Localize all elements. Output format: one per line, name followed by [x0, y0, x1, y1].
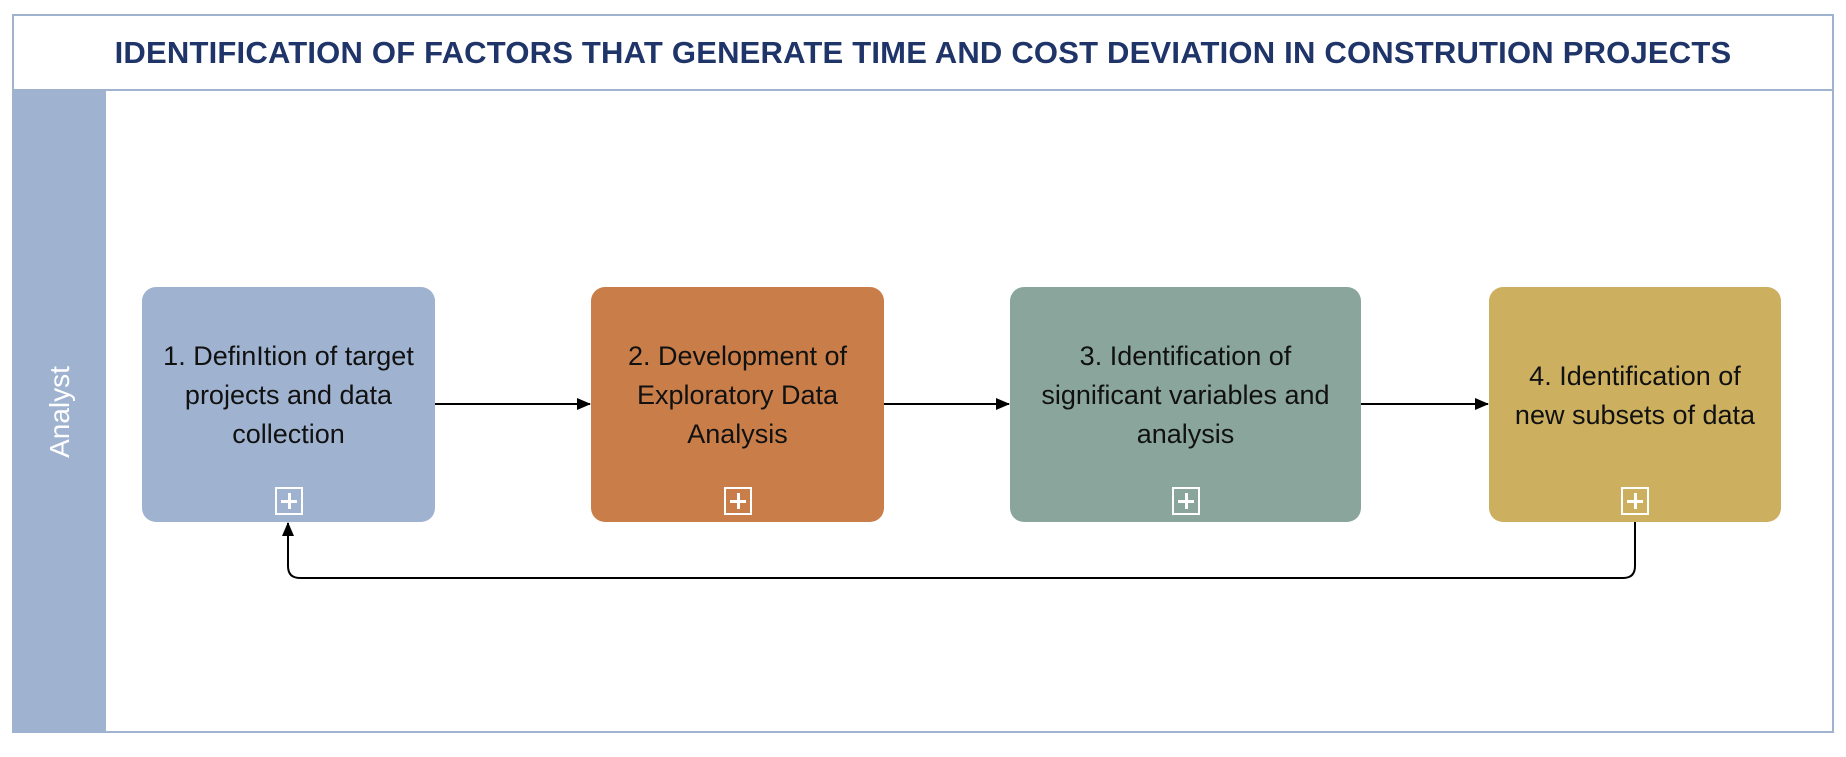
task-2-label: 2. Development of Exploratory Data Analy…: [627, 341, 848, 449]
expand-plus-icon[interactable]: [274, 487, 303, 515]
task-1-label: 1. DefinItion of target projects and dat…: [163, 341, 414, 449]
task-3-significant-variables[interactable]: 3. Identification of significant variabl…: [1010, 287, 1361, 522]
task-4-label: 4. Identification of new subsets of data: [1514, 360, 1756, 430]
lane-analyst: Analyst: [14, 91, 106, 733]
task-4-new-subsets[interactable]: 4. Identification of new subsets of data: [1489, 287, 1781, 522]
expand-plus-icon[interactable]: [1171, 487, 1200, 515]
diagram-title: IDENTIFICATION OF FACTORS THAT GENERATE …: [114, 34, 1732, 70]
expand-plus-icon[interactable]: [1621, 487, 1649, 515]
task-3-label: 3. Identification of significant variabl…: [1041, 341, 1330, 449]
lane-label: Analyst: [44, 366, 75, 458]
task-2-exploratory-analysis[interactable]: 2. Development of Exploratory Data Analy…: [591, 287, 884, 522]
expand-plus-icon[interactable]: [723, 487, 752, 515]
task-1-target-projects[interactable]: 1. DefinItion of target projects and dat…: [142, 287, 435, 522]
pool-header: IDENTIFICATION OF FACTORS THAT GENERATE …: [14, 16, 1832, 91]
